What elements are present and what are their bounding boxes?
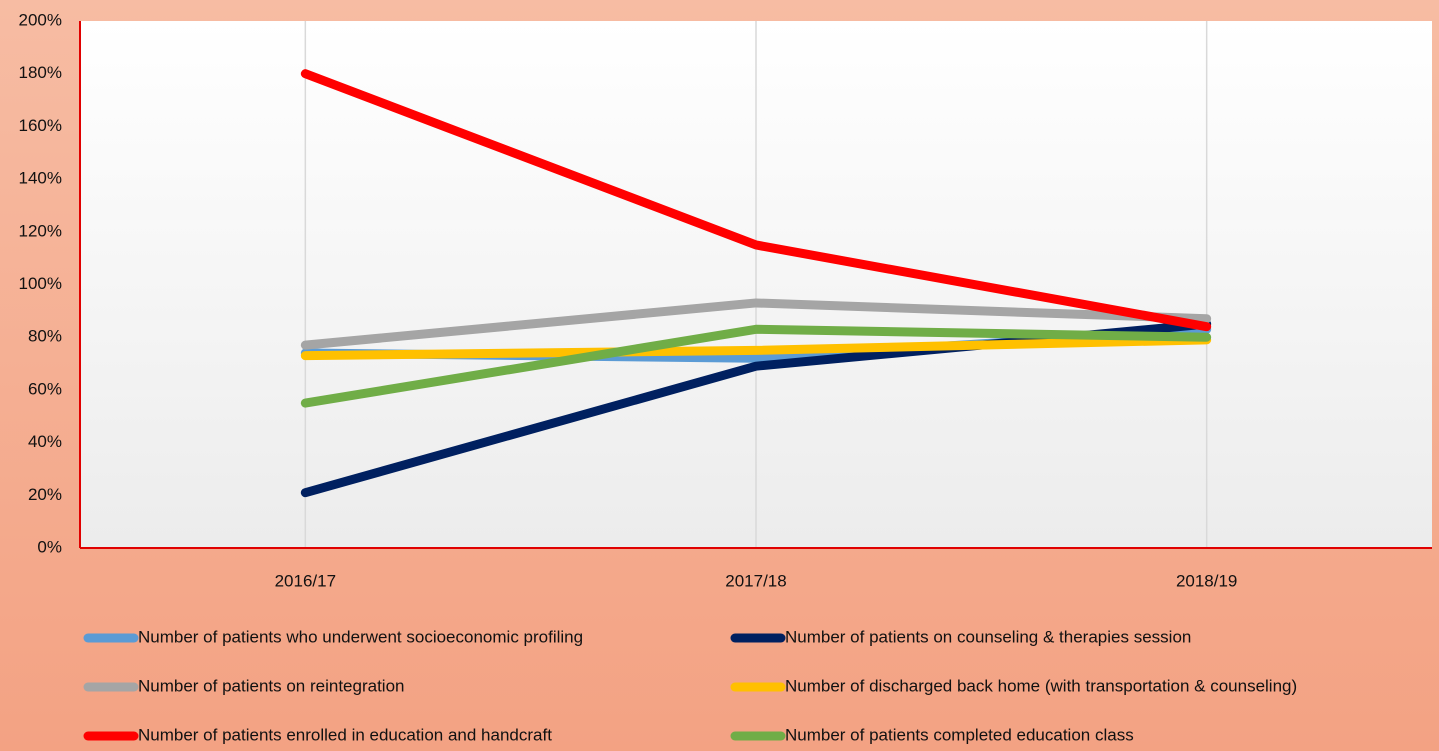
y-tick-label: 0% <box>37 537 62 556</box>
x-tick-label: 2017/18 <box>725 571 786 590</box>
legend-label: Number of patients on reintegration <box>138 676 405 695</box>
series-line <box>300 298 1212 350</box>
legend-label: Number of patients who underwent socioec… <box>138 627 583 646</box>
legend-label: Number of patients enrolled in education… <box>138 725 552 744</box>
x-tick-label: 2018/19 <box>1176 571 1237 590</box>
y-tick-label: 200% <box>19 10 62 29</box>
series-line <box>300 335 1212 361</box>
y-tick-label: 180% <box>19 63 62 82</box>
legend-label: Number of patients on counseling & thera… <box>785 627 1191 646</box>
chart-layer: 0% 20% 40% 60% 80% 100% 120% 140% 160% 180% 200% 20… <box>19 10 1298 744</box>
y-tick-label: 60% <box>28 379 62 398</box>
y-tick-label: 80% <box>28 327 62 346</box>
y-tick-label: 120% <box>19 221 62 240</box>
y-tick-label: 20% <box>28 485 62 504</box>
series-line <box>300 69 1212 332</box>
series-line <box>300 324 1212 408</box>
legend-label: Number of discharged back home (with tra… <box>785 676 1297 695</box>
x-tick-label: 2016/17 <box>275 571 336 590</box>
y-tick-label: 140% <box>19 169 62 188</box>
y-tick-label: 160% <box>19 116 62 135</box>
legend-label: Number of patients completed education c… <box>785 725 1134 744</box>
y-tick-label: 100% <box>19 274 62 293</box>
y-tick-label: 40% <box>28 432 62 451</box>
